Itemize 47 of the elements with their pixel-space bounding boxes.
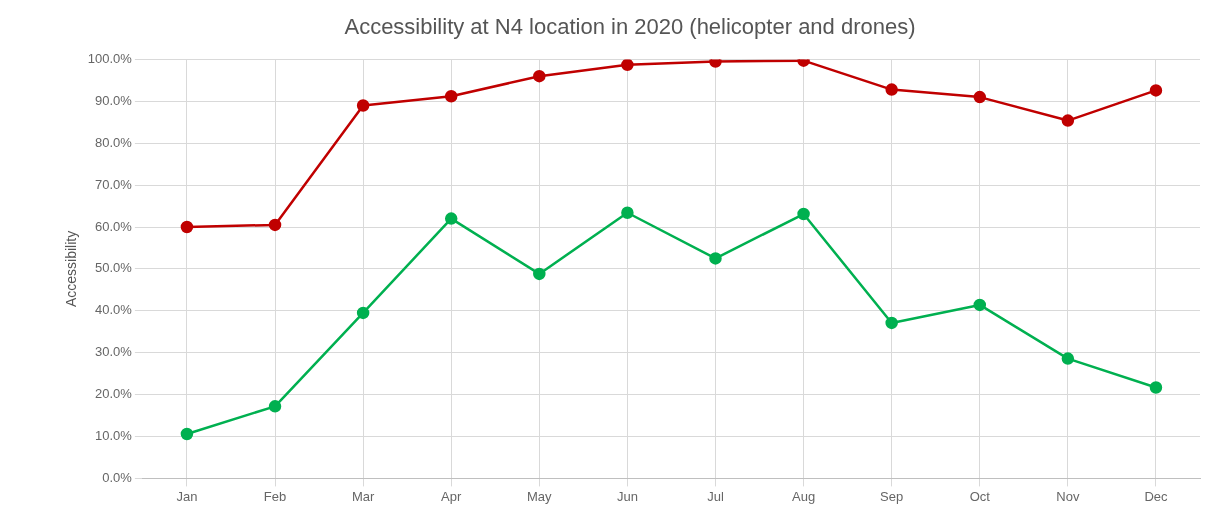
point	[885, 83, 898, 96]
x-tick-label: Jul	[707, 488, 724, 504]
x-tick-label: May	[527, 488, 553, 504]
x-tick-label: Oct	[969, 488, 991, 504]
x-tick-label: Nov	[1056, 488, 1080, 504]
point	[533, 69, 546, 83]
point	[268, 400, 282, 413]
y-tick-label: 30.0%	[95, 344, 133, 360]
x-tick-label: Jun	[616, 488, 638, 504]
x-tick-label: Aug	[792, 488, 816, 504]
point	[885, 316, 898, 330]
point	[709, 252, 722, 265]
x-tick-label: Feb	[263, 488, 287, 504]
chart-title: Accessibility at N4 location in 2020 (helicopter and drones)	[344, 14, 916, 40]
point	[1149, 84, 1163, 97]
point	[1149, 381, 1163, 394]
y-tick-label: 20.0%	[95, 386, 133, 402]
y-tick-label: 50.0%	[95, 260, 133, 276]
point	[973, 90, 987, 104]
x-tick-label: Mar	[351, 488, 375, 504]
y-axis-title: Accessibility	[63, 230, 80, 308]
y-tick-label: 10.0%	[95, 428, 133, 444]
point	[1061, 352, 1075, 365]
point	[180, 427, 194, 441]
point	[356, 99, 370, 112]
x-tick-label: Apr	[441, 488, 462, 504]
y-tick-label: 100.0%	[87, 50, 133, 66]
point	[621, 59, 634, 72]
point	[533, 267, 546, 281]
point	[180, 220, 194, 234]
point	[973, 298, 987, 312]
x-tick-label: Sep	[880, 488, 904, 504]
point	[621, 206, 634, 219]
x-tick-label: Dec	[1144, 488, 1169, 504]
point	[797, 207, 810, 221]
y-tick-label: 80.0%	[95, 134, 133, 150]
y-tick-label: 40.0%	[95, 302, 133, 318]
y-tick-label: 70.0%	[95, 176, 133, 192]
point	[356, 306, 370, 320]
y-tick-label: 60.0%	[95, 218, 133, 234]
point	[444, 90, 458, 103]
x-tick-label: Jan	[176, 488, 198, 504]
y-tick-label: 0.0%	[102, 469, 133, 485]
point	[444, 212, 458, 225]
point	[1061, 114, 1075, 127]
point	[268, 218, 282, 232]
y-tick-label: 90.0%	[95, 92, 133, 108]
